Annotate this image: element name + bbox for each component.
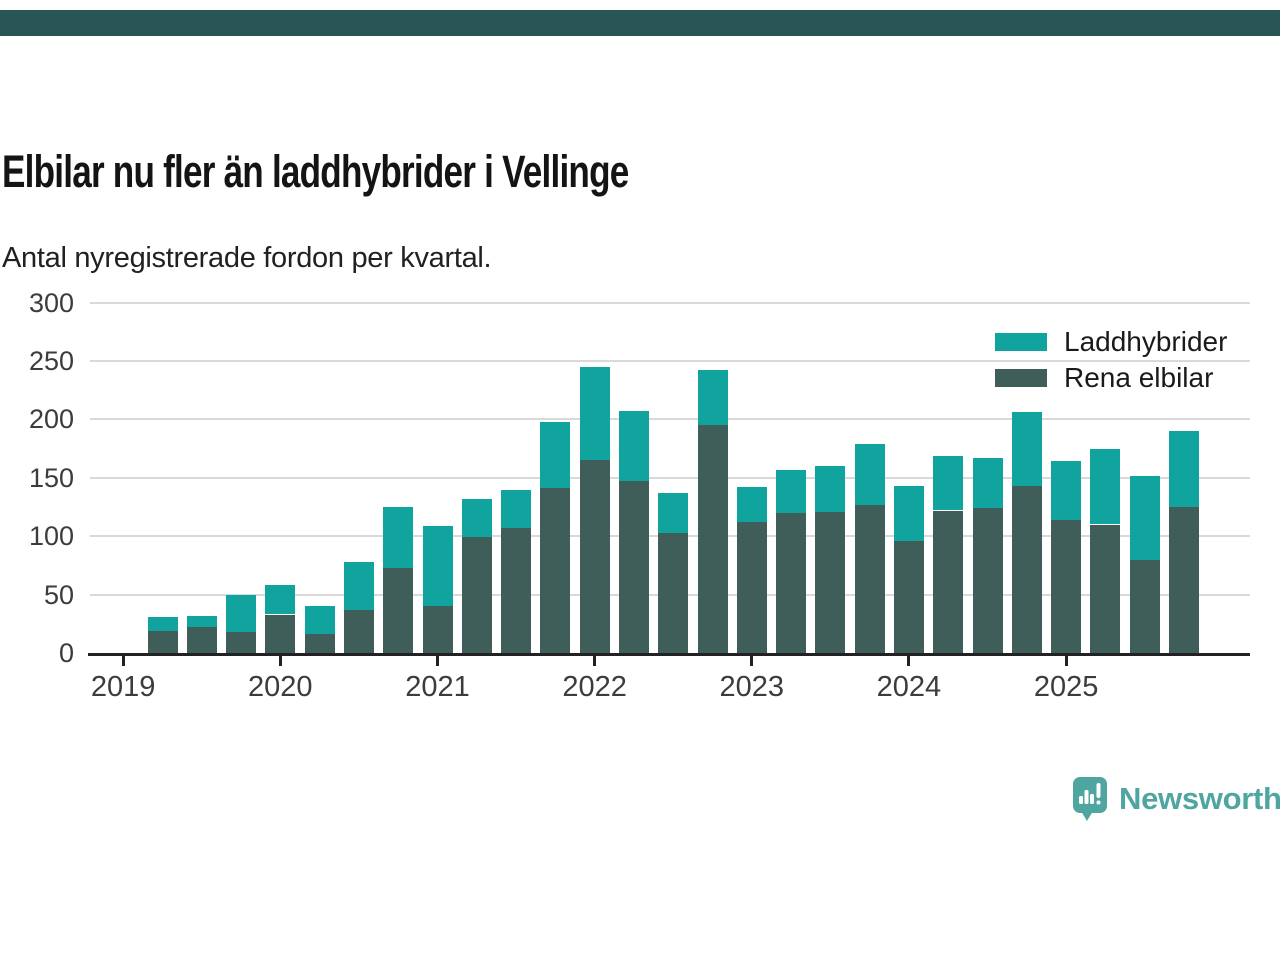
x-axis-tick-2019 <box>121 656 125 666</box>
x-axis-tick-2024 <box>907 656 911 666</box>
legend-item-rena-elbilar: Rena elbilar <box>995 362 1214 393</box>
legend-item-laddhybrider: Laddhybrider <box>995 326 1228 357</box>
bar-segment-rena-elbilar <box>972 508 1003 653</box>
bar-segment-laddhybrider <box>265 585 296 615</box>
bar-segment-rena-elbilar <box>1011 486 1042 653</box>
x-axis-label-2020: 2020 <box>248 671 313 703</box>
bar-segment-laddhybrider <box>304 606 335 635</box>
bar-segment-laddhybrider <box>461 498 492 538</box>
bar-segment-rena-elbilar <box>226 632 257 653</box>
bar-segment-rena-elbilar <box>579 460 610 653</box>
newsworthy-logo: Newsworthy <box>1073 777 1280 821</box>
bar-segment-rena-elbilar <box>697 425 728 653</box>
bar-segment-rena-elbilar <box>1129 559 1160 653</box>
bar-segment-rena-elbilar <box>186 627 217 653</box>
x-axis-label-2019: 2019 <box>90 671 156 703</box>
bar-segment-rena-elbilar <box>933 510 964 653</box>
brand-top-bar <box>0 10 1280 36</box>
y-axis-label-200: 200 <box>28 404 74 435</box>
bar-segment-laddhybrider <box>697 370 728 426</box>
bar-segment-laddhybrider <box>854 443 885 505</box>
bar-segment-laddhybrider <box>1129 475 1160 560</box>
bar-segment-rena-elbilar <box>265 614 296 653</box>
bar-segment-laddhybrider <box>1168 431 1199 507</box>
bar-segment-laddhybrider <box>1090 448 1121 525</box>
bar-segment-laddhybrider <box>422 525 453 607</box>
bar-segment-rena-elbilar <box>815 511 846 653</box>
bar-segment-rena-elbilar <box>658 532 689 653</box>
bar-segment-laddhybrider <box>540 421 571 489</box>
bar-segment-laddhybrider <box>1011 412 1042 486</box>
y-axis-label-100: 100 <box>28 521 74 552</box>
bar-segment-rena-elbilar <box>461 537 492 653</box>
legend-swatch-laddhybrider <box>995 333 1047 351</box>
y-axis-label-150: 150 <box>28 462 74 493</box>
bar-chart-speech-bubble-icon <box>1073 777 1107 821</box>
y-axis-label-0: 0 <box>58 638 74 668</box>
bar-segment-rena-elbilar <box>304 634 335 653</box>
bar-segment-laddhybrider <box>383 507 414 568</box>
bar-segment-laddhybrider <box>658 493 689 533</box>
bar-segment-rena-elbilar <box>422 606 453 653</box>
newsworthy-wordmark: Newsworthy <box>1119 781 1280 816</box>
bar-segment-laddhybrider <box>933 455 964 511</box>
bar-segment-rena-elbilar <box>540 488 571 653</box>
bar-segment-rena-elbilar <box>776 512 807 653</box>
bar-segment-laddhybrider <box>147 616 178 631</box>
bar-segment-laddhybrider <box>186 615 217 628</box>
bar-segment-rena-elbilar <box>1051 519 1082 653</box>
bar-segment-laddhybrider <box>736 487 767 523</box>
x-axis-label-2021: 2021 <box>405 671 470 703</box>
bar-segment-rena-elbilar <box>1090 524 1121 653</box>
bar-segment-rena-elbilar <box>736 522 767 653</box>
bar-segment-laddhybrider <box>776 469 807 513</box>
bar-segment-rena-elbilar <box>383 567 414 653</box>
page-subtitle: Antal nyregistrerade fordon per kvartal. <box>2 242 492 274</box>
x-axis-label-2023: 2023 <box>719 671 785 703</box>
x-axis-line <box>88 653 1250 656</box>
bar-segment-laddhybrider <box>972 457 1003 509</box>
bar-segment-laddhybrider <box>893 486 924 541</box>
x-axis-label-2025: 2025 <box>1033 671 1099 703</box>
bar-segment-laddhybrider <box>618 411 649 482</box>
bar-segment-rena-elbilar <box>618 481 649 653</box>
x-axis-tick-2021 <box>436 656 439 666</box>
legend-swatch-rena-elbilar <box>995 369 1047 387</box>
gridline-y-300 <box>90 301 1250 304</box>
y-axis-label-300: 300 <box>28 287 74 318</box>
bar-segment-laddhybrider <box>815 466 846 512</box>
bar-segment-rena-elbilar <box>501 528 532 653</box>
bar-segment-laddhybrider <box>501 489 532 528</box>
gridline-y-250 <box>90 360 1250 362</box>
bar-segment-laddhybrider <box>343 561 374 610</box>
x-axis-tick-2025 <box>1064 656 1068 666</box>
x-axis-label-2022: 2022 <box>562 671 627 703</box>
gridline-y-150 <box>90 476 1250 479</box>
page-title: Elbilar nu fler än laddhybrider i Vellin… <box>2 146 629 197</box>
y-axis-label-50: 50 <box>43 579 74 610</box>
x-axis-tick-2023 <box>750 656 754 666</box>
bar-segment-laddhybrider <box>226 594 257 632</box>
bar-segment-rena-elbilar <box>147 630 178 653</box>
legend-label-laddhybrider: Laddhybrider <box>1064 326 1228 357</box>
bar-segment-rena-elbilar <box>1168 507 1199 653</box>
bar-segment-rena-elbilar <box>893 540 924 653</box>
x-axis-tick-2022 <box>593 656 597 666</box>
legend-label-rena-elbilar: Rena elbilar <box>1064 362 1214 393</box>
gridline-y-200 <box>90 418 1250 421</box>
x-axis-label-2024: 2024 <box>876 671 942 703</box>
x-axis-tick-2020 <box>278 656 282 666</box>
bar-segment-rena-elbilar <box>854 504 885 653</box>
bar-segment-laddhybrider <box>1051 461 1082 520</box>
bar-segment-rena-elbilar <box>343 609 374 653</box>
bar-segment-laddhybrider <box>579 366 610 461</box>
y-axis-label-250: 250 <box>28 346 74 376</box>
